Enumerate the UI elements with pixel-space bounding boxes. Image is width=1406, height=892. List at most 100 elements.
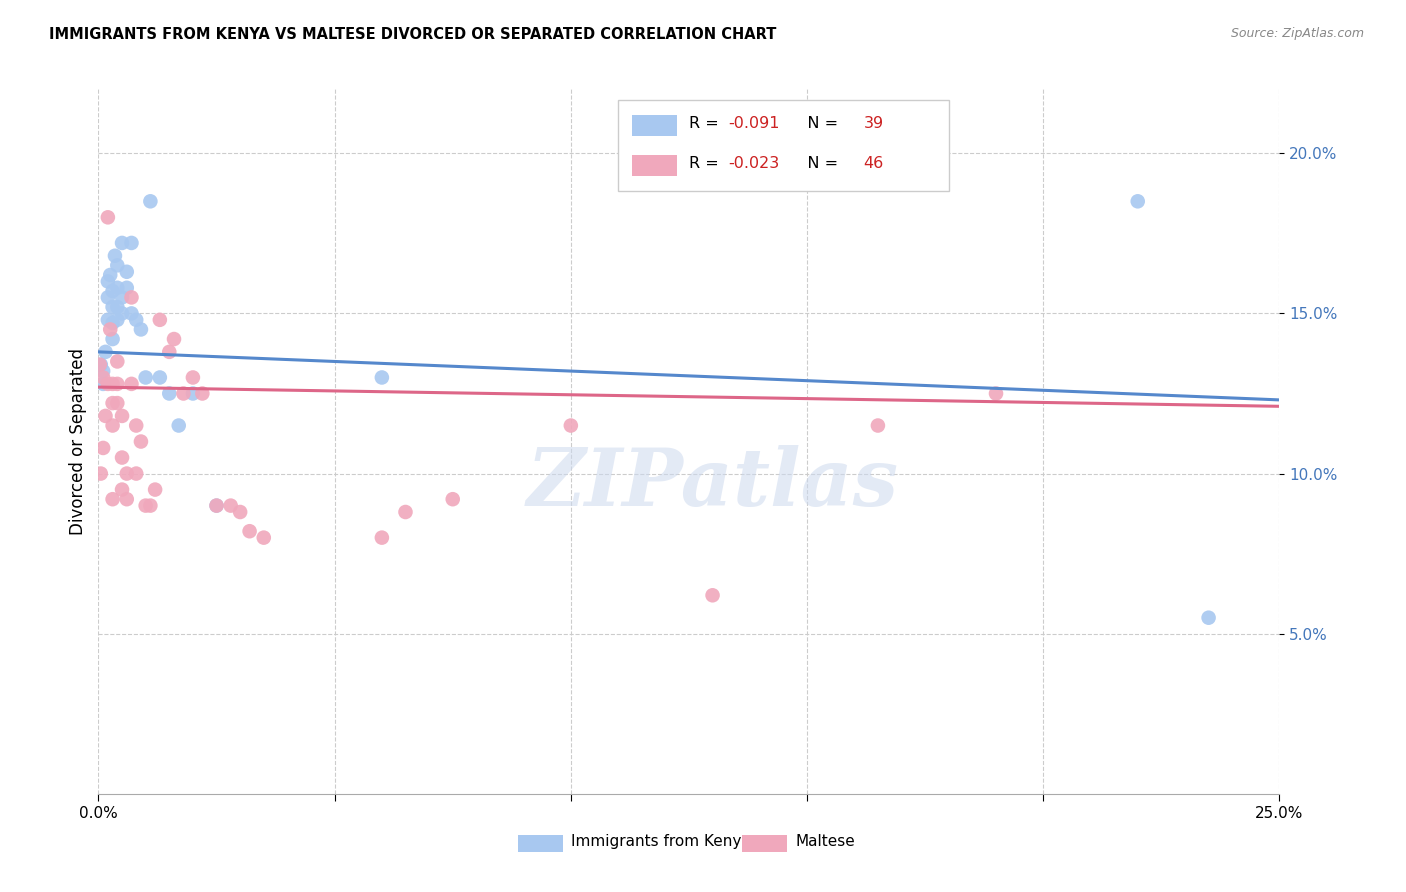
Point — [125, 467, 148, 481]
Point — [191, 386, 214, 401]
Point — [441, 492, 464, 507]
Point — [111, 450, 134, 465]
Text: Immigrants from Kenya: Immigrants from Kenya — [571, 834, 751, 849]
Y-axis label: Divorced or Separated: Divorced or Separated — [69, 348, 87, 535]
Point — [105, 396, 128, 410]
Point — [104, 249, 127, 263]
Point — [101, 492, 124, 507]
Point — [239, 524, 262, 539]
Point — [135, 499, 157, 513]
Point — [229, 505, 252, 519]
Point — [101, 376, 124, 391]
Text: IMMIGRANTS FROM KENYA VS MALTESE DIVORCED OR SEPARATED CORRELATION CHART: IMMIGRANTS FROM KENYA VS MALTESE DIVORCE… — [49, 27, 776, 42]
Point — [205, 499, 228, 513]
Point — [94, 409, 117, 423]
Point — [101, 418, 124, 433]
Point — [98, 268, 121, 282]
Point — [101, 332, 124, 346]
Text: R =: R = — [689, 116, 724, 131]
Point — [115, 281, 138, 295]
Point — [90, 358, 112, 372]
Point — [129, 322, 152, 336]
Point — [121, 235, 143, 250]
Point — [101, 284, 124, 298]
Text: 39: 39 — [863, 116, 884, 131]
Point — [149, 313, 172, 327]
Point — [91, 364, 114, 378]
Text: N =: N = — [792, 156, 844, 170]
Point — [111, 483, 134, 497]
Point — [91, 376, 114, 391]
FancyBboxPatch shape — [517, 835, 562, 852]
Point — [172, 386, 194, 401]
Point — [101, 396, 124, 410]
Point — [1198, 610, 1220, 624]
Point — [115, 265, 138, 279]
Point — [90, 467, 112, 481]
Point — [98, 322, 121, 336]
Text: R =: R = — [689, 156, 724, 170]
Point — [143, 483, 166, 497]
Text: N =: N = — [792, 116, 844, 131]
Point — [105, 300, 128, 314]
Point — [111, 409, 134, 423]
Point — [121, 376, 143, 391]
Text: 46: 46 — [863, 156, 884, 170]
Point — [125, 313, 148, 327]
Point — [984, 386, 1007, 401]
Point — [111, 290, 134, 304]
Text: -0.091: -0.091 — [728, 116, 779, 131]
Point — [129, 434, 152, 449]
Point — [97, 313, 120, 327]
Point — [157, 344, 180, 359]
Point — [115, 492, 138, 507]
Point — [167, 418, 190, 433]
FancyBboxPatch shape — [619, 100, 949, 192]
FancyBboxPatch shape — [633, 115, 678, 136]
Point — [1126, 194, 1149, 209]
Text: ZIPatlas: ZIPatlas — [526, 445, 898, 523]
Point — [371, 370, 394, 384]
Text: Source: ZipAtlas.com: Source: ZipAtlas.com — [1230, 27, 1364, 40]
Point — [702, 588, 724, 602]
Point — [105, 281, 128, 295]
Point — [91, 441, 114, 455]
Point — [101, 316, 124, 330]
Point — [105, 354, 128, 368]
Point — [94, 344, 117, 359]
Point — [115, 467, 138, 481]
Text: Maltese: Maltese — [796, 834, 855, 849]
Point — [181, 370, 204, 384]
Point — [91, 370, 114, 384]
Point — [111, 306, 134, 320]
Point — [97, 376, 120, 391]
Point — [205, 499, 228, 513]
Point — [135, 370, 157, 384]
Point — [149, 370, 172, 384]
Point — [394, 505, 416, 519]
Point — [121, 290, 143, 304]
Point — [371, 531, 394, 545]
Point — [139, 194, 162, 209]
Point — [105, 258, 128, 272]
FancyBboxPatch shape — [742, 835, 787, 852]
Point — [253, 531, 276, 545]
Point — [125, 418, 148, 433]
FancyBboxPatch shape — [633, 154, 678, 176]
Point — [101, 300, 124, 314]
Point — [89, 358, 111, 372]
Point — [219, 499, 242, 513]
Point — [560, 418, 582, 433]
Point — [105, 313, 128, 327]
Point — [121, 306, 143, 320]
Point — [97, 290, 120, 304]
Point — [163, 332, 186, 346]
Point — [157, 386, 180, 401]
Point — [139, 499, 162, 513]
Point — [181, 386, 204, 401]
Point — [97, 274, 120, 288]
Text: -0.023: -0.023 — [728, 156, 779, 170]
Point — [111, 235, 134, 250]
Point — [97, 211, 120, 225]
Point — [105, 376, 128, 391]
